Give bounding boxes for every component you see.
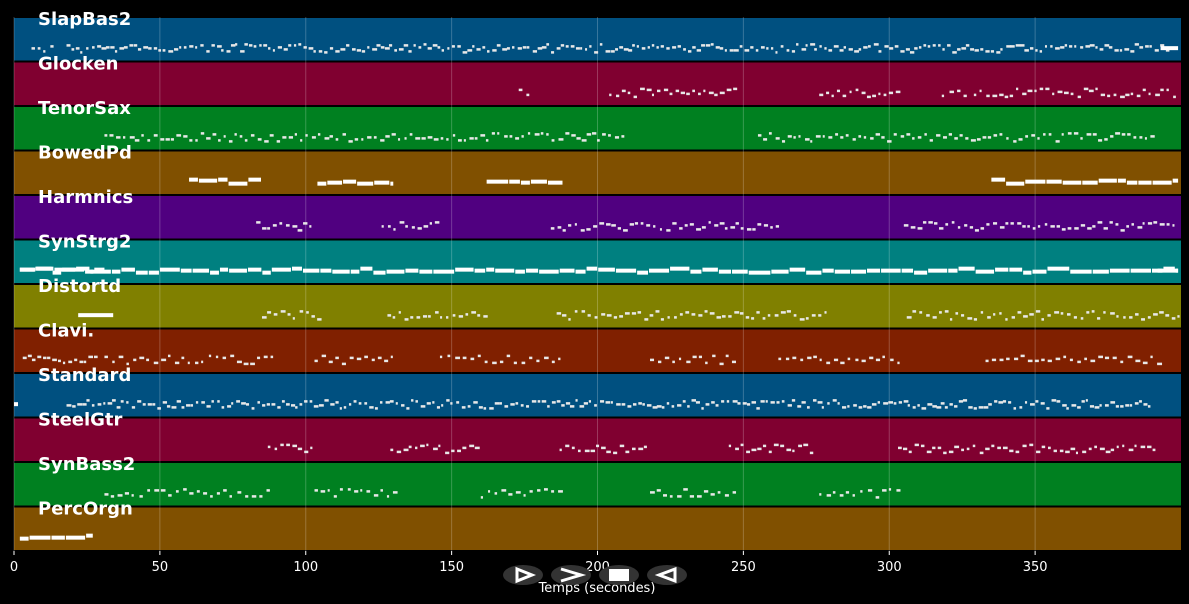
note-segment <box>31 47 41 50</box>
note-segment <box>650 354 737 366</box>
playback-controls <box>503 565 687 585</box>
x-axis-label: Temps (secondes) <box>538 581 656 596</box>
note-segment <box>486 179 563 185</box>
note-segment <box>1160 46 1179 51</box>
track-lane <box>14 463 1181 506</box>
track-lane <box>14 196 1181 239</box>
note-segment <box>104 488 270 498</box>
note-segment <box>819 488 901 499</box>
track-label: Distortd <box>38 276 121 297</box>
note-segment <box>78 313 114 318</box>
track-lane <box>14 151 1181 194</box>
track-lane <box>14 374 1181 417</box>
track-lanes <box>14 18 1181 550</box>
fast-forward-button[interactable] <box>551 565 591 585</box>
note-segment <box>381 221 440 231</box>
note-segment <box>267 443 313 454</box>
note-segment <box>390 443 480 455</box>
track-labels: SlapBas2 Glocken TenorSax BowedPd Harmnics Sy… <box>38 9 135 520</box>
note-segment <box>609 87 738 99</box>
track-lane <box>14 329 1181 372</box>
note-segment <box>66 399 1151 410</box>
track-lane <box>14 507 1181 550</box>
x-tick-label: 0 <box>10 560 18 575</box>
note-segment <box>19 533 93 541</box>
note-segment <box>19 266 105 275</box>
track-lane <box>14 107 1181 150</box>
play-button[interactable] <box>503 565 543 585</box>
note-segment <box>14 402 18 407</box>
note-segment <box>559 444 647 455</box>
track-label: SynStrg2 <box>38 232 131 253</box>
note-segment <box>906 310 1180 321</box>
note-segment <box>973 87 1176 99</box>
stop-button[interactable] <box>599 565 639 585</box>
track-lane <box>14 240 1181 283</box>
note-segment <box>314 354 393 366</box>
x-axis: 0 50 100 150 200 250 300 350 <box>10 551 1048 575</box>
note-segment <box>1157 268 1179 273</box>
note-segment <box>314 488 398 498</box>
note-segment <box>104 354 274 366</box>
track-label: Harmnics <box>38 187 133 208</box>
note-segment <box>439 354 561 365</box>
note-segment <box>480 488 563 499</box>
note-segment <box>317 179 394 186</box>
note-segment <box>985 354 1163 366</box>
track-label: BowedPd <box>38 143 132 164</box>
track-label: Glocken <box>38 54 119 75</box>
track-label: SteelGtr <box>38 410 123 431</box>
note-segment <box>819 88 901 99</box>
x-tick-label: 250 <box>731 560 756 575</box>
note-segment <box>256 221 312 232</box>
note-segment <box>43 45 54 53</box>
rewind-icon <box>654 566 677 584</box>
note-segment <box>518 88 530 97</box>
track-label: SynBass2 <box>38 454 135 475</box>
note-segment <box>757 132 1155 143</box>
track-label: PercOrgn <box>38 499 133 520</box>
rewind-button[interactable] <box>647 565 687 585</box>
note-segment <box>66 43 1170 54</box>
x-tick-label: 100 <box>293 560 318 575</box>
note-segment <box>941 89 967 98</box>
x-tick-label: 350 <box>1023 560 1048 575</box>
track-lane <box>14 62 1181 105</box>
fast-forward-icon <box>560 567 587 583</box>
x-tick-label: 150 <box>439 560 464 575</box>
track-label: Standard <box>38 365 131 386</box>
note-segment <box>189 177 262 186</box>
track-lane <box>14 285 1181 328</box>
note-segment <box>104 132 625 143</box>
play-icon <box>515 566 537 584</box>
x-tick-label: 50 <box>152 560 169 575</box>
note-segment <box>898 443 1156 455</box>
track-lane <box>14 418 1181 461</box>
note-segment <box>728 443 814 455</box>
track-label: TenorSax <box>38 98 131 119</box>
stop-icon <box>609 569 629 581</box>
note-segment <box>387 311 488 321</box>
note-segment <box>778 355 900 365</box>
note-segment <box>556 310 827 321</box>
x-tick-label: 300 <box>877 560 902 575</box>
grid-lines <box>13 17 1036 551</box>
note-layer <box>14 43 1180 541</box>
note-segment <box>650 488 737 498</box>
track-label: Clavi. <box>38 321 94 342</box>
note-segment <box>261 310 322 321</box>
track-label: SlapBas2 <box>38 9 131 30</box>
note-segment <box>903 221 1175 232</box>
note-segment <box>550 221 780 232</box>
note-segment <box>991 177 1179 186</box>
note-segment <box>22 354 98 365</box>
